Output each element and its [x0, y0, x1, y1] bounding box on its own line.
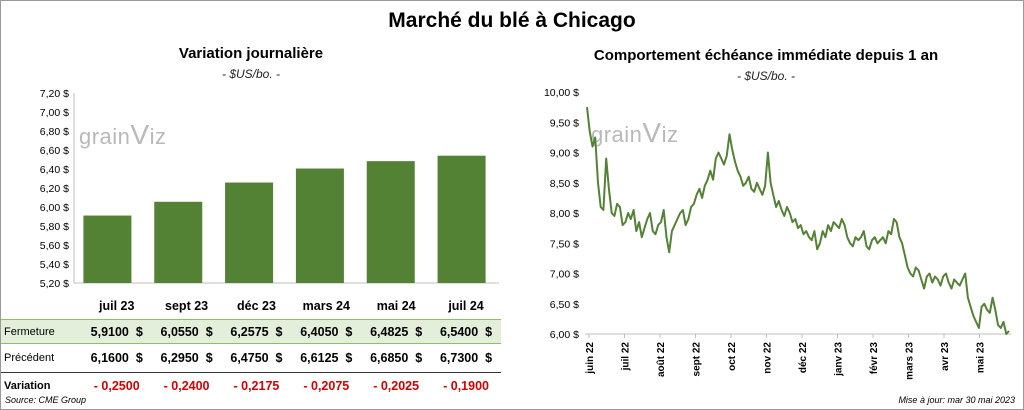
x-tick-label: sept 22 [692, 342, 703, 377]
bar [154, 201, 203, 283]
month-cell: déc 23 [236, 299, 276, 313]
bar-chart-unit: - $US/bo. - [221, 67, 281, 81]
y-tick-label: 6,80 $ [40, 126, 69, 138]
y-tick-label: 9,00 $ [550, 148, 579, 160]
table-row-change: Variation - 0,2500 - 0,2400 - 0,2175 - 0… [1, 372, 501, 399]
bar [295, 168, 344, 283]
row-label-previous: Précédent [4, 352, 55, 364]
close-cell: 6,4825 $ [361, 319, 432, 344]
table-row-months: juil 23 sept 23 déc 23 mars 24 mai 24 ju… [1, 293, 501, 320]
x-tick-label: mars 23 [905, 342, 916, 380]
change-cell: - 0,2075 [291, 372, 362, 399]
x-tick-label: août 22 [656, 342, 667, 377]
table-row-close: Fermeture 5,9100 $ 6,0550 $ 6,2575 $ 6,4… [1, 319, 501, 344]
previous-cell: 6,4750 $ [230, 351, 283, 365]
row-label-close: Fermeture [1, 319, 82, 344]
x-tick-label: juin 22 [585, 342, 596, 375]
grainwiz-logo: grainViz [79, 119, 167, 150]
change-cell: - 0,2400 [151, 372, 222, 399]
x-tick-label: mai 23 [976, 342, 987, 374]
close-cell: 6,5400 $ [431, 319, 501, 344]
previous-cell: 6,6850 $ [370, 351, 423, 365]
line-chart: 6,00 $ 6,50 $ 7,00 $ 7,50 $ 8,00 $ 8,50 $ 9,00… [544, 87, 1011, 380]
y-tick-label: 6,40 $ [40, 164, 69, 176]
bar [225, 182, 274, 283]
previous-cell: 6,1600 $ [90, 351, 143, 365]
close-cell: 6,4050 $ [291, 319, 362, 344]
y-tick-label: 8,00 $ [550, 208, 579, 220]
bar-chart-title: Variation journalière [178, 45, 324, 62]
change-cell: - 0,2025 [361, 372, 432, 399]
grainwiz-logo: grainViz [591, 117, 679, 148]
bar-chart: 5,20 $ 5,40 $ 5,60 $ 5,80 $ 6,00 $ 6,20 $ 6,40… [40, 88, 499, 290]
close-cell: 6,0550 $ [151, 319, 222, 344]
month-cell: juil 24 [448, 299, 484, 313]
y-tick-label: 5,40 $ [40, 259, 69, 271]
y-tick-label: 7,50 $ [550, 238, 579, 250]
y-tick-label: 10,00 $ [544, 87, 579, 99]
bar [83, 215, 132, 283]
line-chart-unit: - $US/bo. - [736, 69, 796, 83]
y-tick-label: 5,80 $ [40, 221, 69, 233]
previous-cell: 6,6125 $ [300, 351, 353, 365]
y-tick-label: 5,20 $ [40, 278, 69, 290]
x-tick-label: févr 23 [869, 342, 880, 375]
source-note: Source: CME Group [5, 395, 87, 405]
month-cell: mars 24 [302, 299, 350, 313]
y-tick-label: 8,50 $ [550, 178, 579, 190]
y-tick-label: 7,20 $ [40, 88, 69, 100]
y-tick-label: 6,00 $ [550, 329, 579, 341]
x-tick-label: avr 23 [940, 342, 951, 371]
update-note: Mise à jour: mar 30 mai 2023 [898, 395, 1015, 405]
contract-table: juil 23 sept 23 déc 23 mars 24 mai 24 ju… [1, 293, 501, 399]
y-tick-label: 6,60 $ [40, 145, 69, 157]
x-tick-label: oct 22 [727, 342, 738, 371]
close-cell: 6,2575 $ [221, 319, 292, 344]
row-label-change: Variation [1, 372, 82, 399]
month-cell: juil 23 [99, 299, 135, 313]
y-tick-label: 9,50 $ [550, 117, 579, 129]
table-row-previous: Précédent 6,1600 $ 6,2950 $ 6,4750 $ 6,6… [1, 344, 501, 373]
y-tick-label: 6,50 $ [550, 299, 579, 311]
change-cell: - 0,2175 [221, 372, 292, 399]
change-cell: - 0,2500 [81, 372, 152, 399]
change-cell: - 0,1900 [431, 372, 501, 399]
x-tick-label: déc 22 [798, 342, 809, 374]
y-tick-label: 5,60 $ [40, 240, 69, 252]
y-tick-label: 6,20 $ [40, 183, 69, 195]
bar [366, 161, 415, 283]
series-line [586, 106, 1010, 335]
bar [437, 155, 486, 283]
line-chart-title: Comportement échéance immédiate depuis 1… [593, 47, 939, 64]
month-cell: sept 23 [165, 299, 209, 313]
page-title: Marché du blé à Chicago [388, 9, 636, 32]
month-cell: mai 24 [376, 299, 416, 313]
x-tick-label: janv 23 [834, 342, 845, 377]
x-tick-label: nov 22 [763, 342, 774, 374]
previous-cell: 6,2950 $ [160, 351, 213, 365]
x-tick-label: juil 22 [621, 342, 632, 372]
y-tick-label: 6,00 $ [40, 202, 69, 214]
y-tick-label: 7,00 $ [550, 269, 579, 281]
previous-cell: 6,7300 $ [439, 351, 493, 365]
close-cell: 5,9100 $ [81, 319, 152, 344]
y-tick-label: 7,00 $ [40, 107, 69, 119]
